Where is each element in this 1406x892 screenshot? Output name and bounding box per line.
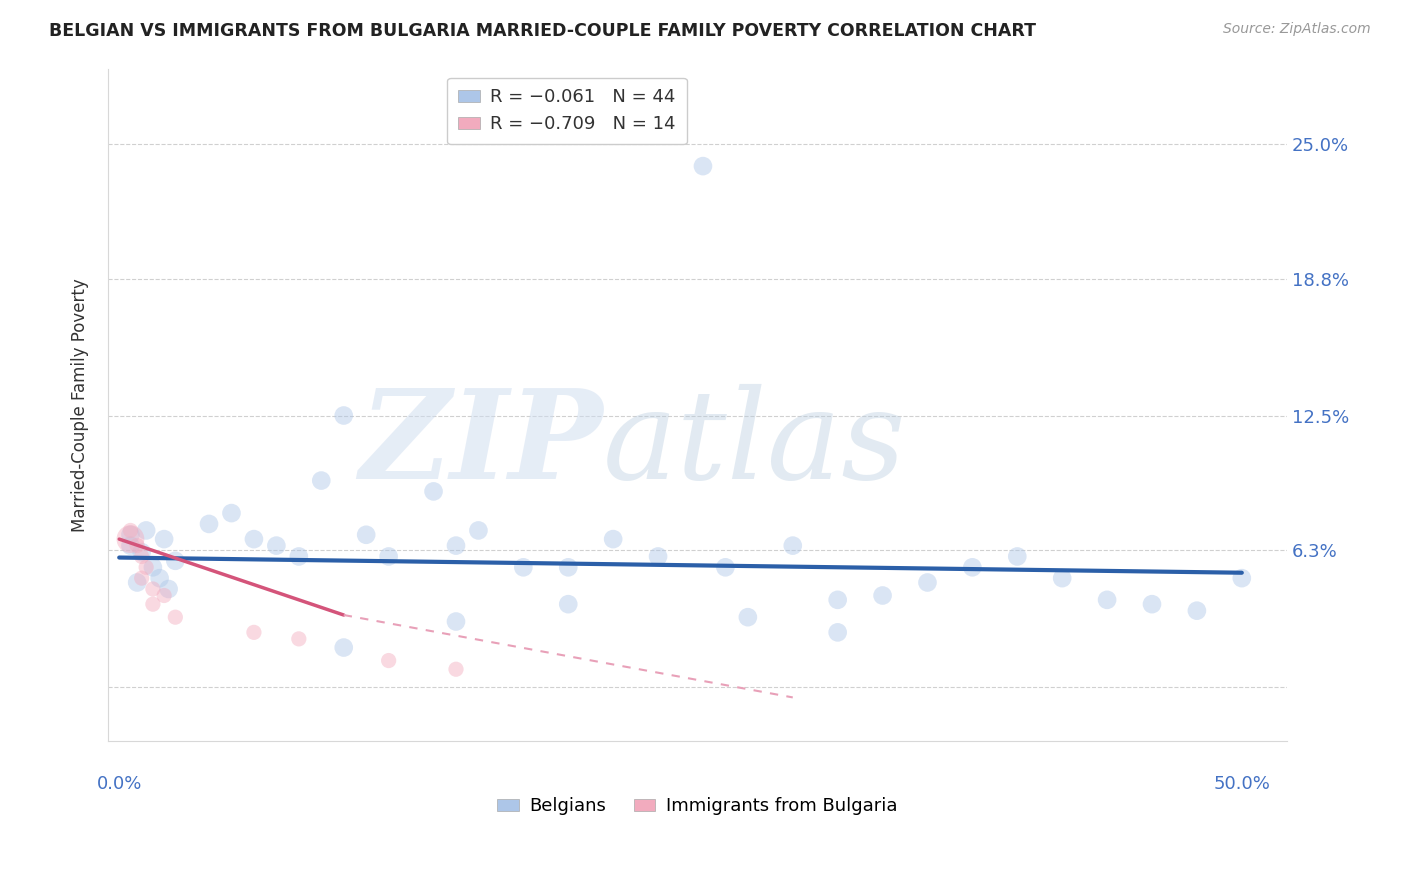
- Y-axis label: Married-Couple Family Poverty: Married-Couple Family Poverty: [72, 277, 89, 532]
- Point: [131, 571, 153, 585]
- Point: [266, 539, 288, 553]
- Point: [221, 506, 243, 520]
- Point: [120, 528, 142, 542]
- Point: [153, 589, 176, 603]
- Point: [714, 560, 737, 574]
- Point: [288, 549, 311, 564]
- Point: [602, 532, 624, 546]
- Point: [1007, 549, 1029, 564]
- Point: [444, 615, 467, 629]
- Point: [120, 539, 142, 553]
- Text: ZIP: ZIP: [360, 384, 603, 506]
- Text: atlas: atlas: [603, 384, 907, 506]
- Point: [142, 582, 165, 596]
- Point: [142, 597, 165, 611]
- Point: [782, 539, 804, 553]
- Point: [332, 640, 354, 655]
- Point: [332, 409, 354, 423]
- Text: 50.0%: 50.0%: [1213, 775, 1270, 794]
- Point: [127, 575, 149, 590]
- Point: [131, 549, 153, 564]
- Point: [165, 610, 187, 624]
- Point: [243, 532, 266, 546]
- Text: Source: ZipAtlas.com: Source: ZipAtlas.com: [1223, 22, 1371, 37]
- Point: [1095, 592, 1118, 607]
- Point: [422, 484, 444, 499]
- Point: [827, 592, 849, 607]
- Legend: Belgians, Immigrants from Bulgaria: Belgians, Immigrants from Bulgaria: [489, 790, 905, 822]
- Point: [149, 571, 172, 585]
- Point: [120, 532, 142, 546]
- Point: [692, 159, 714, 173]
- Text: 0.0%: 0.0%: [97, 775, 142, 794]
- Point: [354, 528, 377, 542]
- Point: [198, 516, 221, 531]
- Point: [142, 560, 165, 574]
- Point: [377, 549, 399, 564]
- Point: [444, 539, 467, 553]
- Point: [131, 545, 153, 559]
- Point: [311, 474, 333, 488]
- Point: [135, 560, 157, 574]
- Point: [288, 632, 311, 646]
- Point: [1185, 604, 1208, 618]
- Point: [120, 524, 142, 538]
- Point: [1140, 597, 1163, 611]
- Point: [377, 654, 399, 668]
- Point: [647, 549, 669, 564]
- Point: [1230, 571, 1253, 585]
- Point: [243, 625, 266, 640]
- Point: [557, 597, 579, 611]
- Text: BELGIAN VS IMMIGRANTS FROM BULGARIA MARRIED-COUPLE FAMILY POVERTY CORRELATION CH: BELGIAN VS IMMIGRANTS FROM BULGARIA MARR…: [49, 22, 1036, 40]
- Point: [557, 560, 579, 574]
- Point: [872, 589, 894, 603]
- Point: [157, 582, 180, 596]
- Point: [737, 610, 759, 624]
- Point: [512, 560, 534, 574]
- Point: [444, 662, 467, 676]
- Point: [153, 532, 176, 546]
- Point: [1050, 571, 1073, 585]
- Point: [467, 524, 489, 538]
- Point: [127, 539, 149, 553]
- Point: [917, 575, 939, 590]
- Point: [135, 524, 157, 538]
- Point: [827, 625, 849, 640]
- Point: [165, 554, 187, 568]
- Point: [962, 560, 984, 574]
